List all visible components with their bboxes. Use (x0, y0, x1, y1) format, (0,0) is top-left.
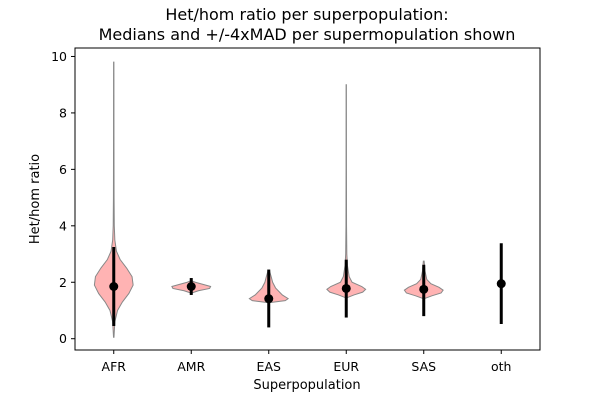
x-tick-label-afr: AFR (102, 359, 127, 374)
median-point-eur (341, 283, 351, 293)
x-axis-label: Superpopulation (253, 378, 360, 393)
x-tick-label-oth: oth (491, 359, 511, 374)
median-point-oth (496, 279, 506, 289)
violin-afr (93, 61, 134, 338)
median-point-afr (109, 281, 119, 291)
chart-title-line-2: Medians and +/-4xMAD per supermopulation… (99, 25, 516, 44)
violin-eur (326, 84, 367, 299)
y-tick-label-0: 0 (59, 331, 67, 346)
y-axis-ticks: 0 2 4 6 8 10 (51, 49, 75, 346)
y-axis-label: Het/hom ratio (28, 154, 43, 244)
plot-frame (74, 47, 541, 351)
median-point-eas (264, 294, 274, 304)
x-tick-label-eas: EAS (257, 359, 281, 374)
median-point-amr (186, 281, 196, 291)
chart-title-line-1: Het/hom ratio per superpopulation: (165, 5, 448, 24)
x-axis-ticks: AFR AMR EAS EUR SAS oth (102, 350, 511, 374)
x-tick-label-eur: EUR (333, 359, 359, 374)
x-tick-label-sas: SAS (411, 359, 436, 374)
y-tick-label-4: 4 (59, 218, 67, 233)
y-tick-label-8: 8 (59, 105, 67, 120)
median-mad-markers (109, 243, 506, 328)
y-tick-label-2: 2 (59, 275, 67, 290)
y-tick-label-10: 10 (51, 49, 67, 64)
median-point-sas (419, 284, 429, 294)
y-tick-label-6: 6 (59, 162, 67, 177)
x-tick-label-amr: AMR (177, 359, 205, 374)
